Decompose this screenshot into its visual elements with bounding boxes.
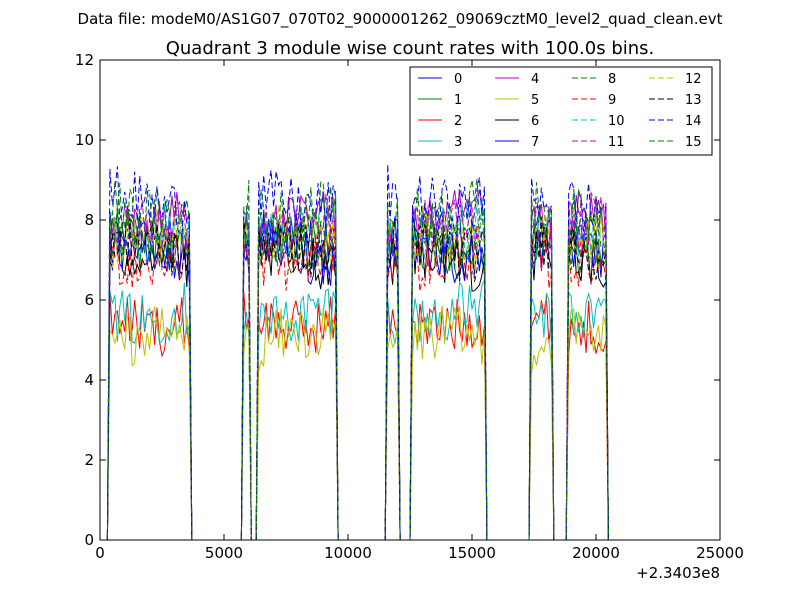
y-tick-label: 0	[84, 531, 94, 549]
legend-label-12: 12	[685, 72, 702, 87]
legend-label-8: 8	[608, 72, 616, 87]
x-tick-label: 5000	[205, 544, 243, 562]
legend-label-10: 10	[608, 114, 625, 129]
chart-title: Quadrant 3 module wise count rates with …	[166, 38, 655, 59]
legend-label-1: 1	[454, 93, 462, 108]
x-offset-label: +2.3403e8	[636, 564, 720, 582]
legend-label-5: 5	[531, 93, 539, 108]
legend-label-13: 13	[685, 93, 702, 108]
legend-label-15: 15	[685, 135, 702, 150]
legend-label-3: 3	[454, 135, 462, 150]
legend-label-6: 6	[531, 114, 539, 129]
legend-label-9: 9	[608, 93, 616, 108]
x-tick-label: 25000	[696, 544, 744, 562]
y-tick-label: 6	[84, 291, 94, 309]
legend-label-2: 2	[454, 114, 462, 129]
y-tick-label: 12	[75, 51, 94, 69]
legend-label-14: 14	[685, 114, 702, 129]
legend-label-0: 0	[454, 72, 462, 87]
y-tick-label: 10	[75, 131, 94, 149]
legend-box	[409, 66, 713, 156]
data-file-header: Data file: modeM0/AS1G07_070T02_90000012…	[78, 10, 723, 29]
x-tick-label: 10000	[324, 544, 372, 562]
legend-label-7: 7	[531, 135, 539, 150]
y-tick-label: 8	[84, 211, 94, 229]
legend-label-11: 11	[608, 135, 625, 150]
y-tick-label: 4	[84, 371, 94, 389]
y-tick-label: 2	[84, 451, 94, 469]
legend-label-4: 4	[531, 72, 539, 87]
x-tick-label: 0	[95, 544, 105, 562]
x-tick-label: 20000	[572, 544, 620, 562]
x-tick-label: 15000	[448, 544, 496, 562]
series-line-14	[100, 164, 609, 541]
